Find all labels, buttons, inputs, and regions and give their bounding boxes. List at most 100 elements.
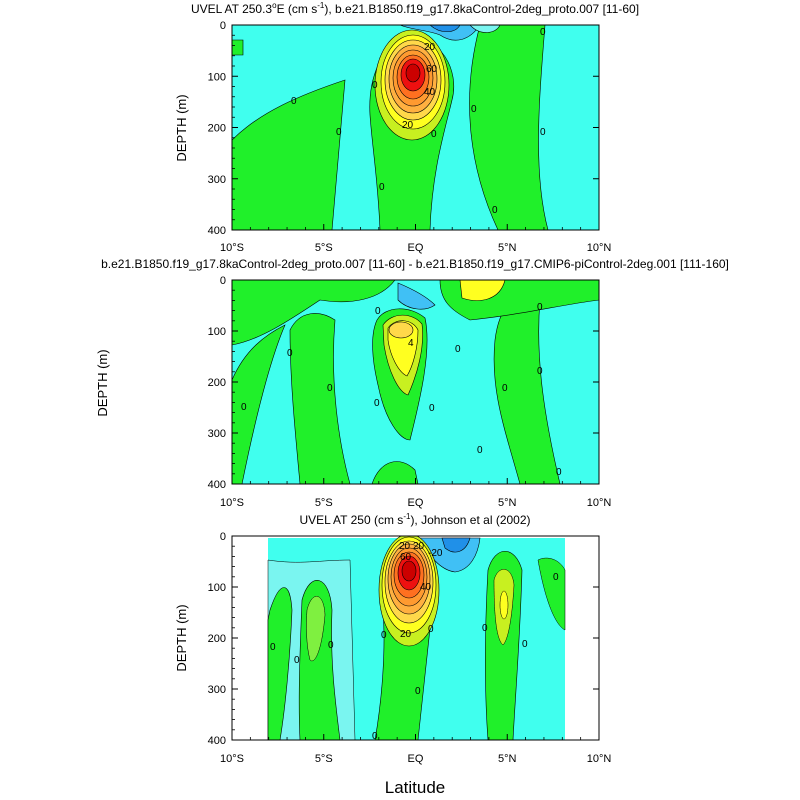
contour-label: 0 [553,572,559,583]
panel-2-y-axis-label: DEPTH (m) [95,349,110,416]
contour-label: 40 [424,87,436,98]
east-edge-green [537,557,566,631]
contour-label: 0 [379,182,385,193]
contour-label: 0 [477,445,483,456]
mid-west-green [289,313,351,484]
y-tick-label: 0 [220,275,226,287]
contour-label: 0 [537,302,543,313]
contour-label: 0 [372,731,378,742]
contour-label: 40 [420,582,432,593]
contour-label: 0 [328,640,334,651]
contour-label: 0 [492,205,498,216]
x-tick-label: 10°N [587,753,612,765]
contour-label: 20 [413,541,425,552]
y-tick-label: 400 [208,479,226,491]
y-tick-label: 0 [220,20,226,32]
contour-label: 20 [402,120,414,131]
contour-label: 0 [428,624,434,635]
panel-1-x-ticks: 10°S 5°S EQ 5°N 10°N [220,224,611,254]
panel-3-x-ticks: 10°S 5°S EQ 5°N 10°N [220,734,611,765]
y-tick-label: 300 [208,428,226,440]
panel-2-contour-labels: 4 0 0 0 0 0 0 0 0 0 0 0 0 [241,302,562,478]
x-tick-label: 5°S [315,497,333,509]
contour-label: 0 [540,127,546,138]
contour-label: 20 [424,42,436,53]
x-tick-label: 10°N [587,497,612,509]
contour-label: -20 [428,548,443,559]
x-tick-label: 5°S [315,242,333,254]
y-tick-label: 100 [208,582,226,594]
panel-2-x-ticks: 10°S 5°S EQ 5°N 10°N [220,478,611,509]
x-tick-label: EQ [408,242,424,254]
surface-blue-dark [441,537,471,553]
surface-blue [399,25,481,41]
contour-label: 0 [241,402,247,413]
panel-3: UVEL AT 250 (cm s-1), Johnson et al (200… [174,512,611,797]
y-tick-label: 400 [208,735,226,747]
y-tick-label: 300 [208,174,226,186]
panel-3-title: UVEL AT 250 (cm s-1), Johnson et al (200… [299,512,530,527]
contour-label: 0 [327,383,333,394]
panel-3-contours [267,536,566,740]
y-tick-label: 200 [208,123,226,135]
contour-label: 0 [287,348,293,359]
euc-c8 [401,560,417,582]
contour-label: 0 [537,366,543,377]
x-tick-label: 5°N [498,753,517,765]
contour-label: 0 [455,344,461,355]
contour-label: 0 [502,383,508,394]
contour-label: 0 [336,127,342,138]
contour-label: 0 [522,639,528,650]
panel-1: UVEL AT 250.3oE (cm s-1), b.e21.B1850.f1… [174,1,639,254]
contour-label: 0 [372,80,378,91]
y-tick-label: 100 [208,326,226,338]
west-green-band [232,324,286,484]
contour-label: 0 [374,398,380,409]
west-green-band-1 [267,587,293,740]
east-yellow [499,590,509,620]
east-green-band [469,25,549,230]
contour-label: 60 [400,552,412,563]
panel-3-y-axis-label: DEPTH (m) [174,604,189,671]
panel-2-title: b.e21.B1850.f19_g17.8kaControl-2deg_prot… [101,257,729,271]
contour-label: 0 [375,306,381,317]
contour-label: 0 [429,403,435,414]
y-tick-label: 200 [208,377,226,389]
y-tick-label: 200 [208,633,226,645]
panel-1-contour-labels: 20 40 60 20 0 0 0 0 0 0 0 0 0 [291,27,546,216]
contour-label: 0 [294,655,300,666]
contour-label: 0 [415,686,421,697]
euc-c8 [405,63,421,83]
upper-green [232,280,396,346]
surface-blue [397,282,436,310]
panel-1-title: UVEL AT 250.3oE (cm s-1), b.e21.B1850.f1… [191,1,639,16]
x-tick-label: EQ [408,753,424,765]
x-tick-label: 5°N [498,242,517,254]
contour-label: 0 [270,642,276,653]
x-tick-label: 10°S [220,242,244,254]
x-axis-label: Latitude [385,778,446,797]
x-tick-label: 5°S [315,753,333,765]
y-tick-label: 300 [208,684,226,696]
contour-label: 0 [431,129,437,140]
x-tick-label: 10°S [220,753,244,765]
contour-label: 60 [426,64,438,75]
contour-label: 20 [400,629,412,640]
y-tick-label: 100 [208,71,226,83]
contour-label: 0 [556,467,562,478]
x-tick-label: 10°N [587,242,612,254]
west-green-band [232,79,346,230]
x-tick-label: 5°N [498,497,517,509]
x-tick-label: EQ [408,497,424,509]
panel-3-contour-labels: 20 20 40 60 20 -20 0 0 0 0 0 0 0 0 0 0 [270,541,559,742]
panel-1-contours [232,25,599,230]
x-tick-label: 10°S [220,497,244,509]
west-light-green [306,596,326,662]
contour-label: 4 [408,338,414,349]
west-surface-green [232,39,244,56]
contour-label: 0 [381,630,387,641]
